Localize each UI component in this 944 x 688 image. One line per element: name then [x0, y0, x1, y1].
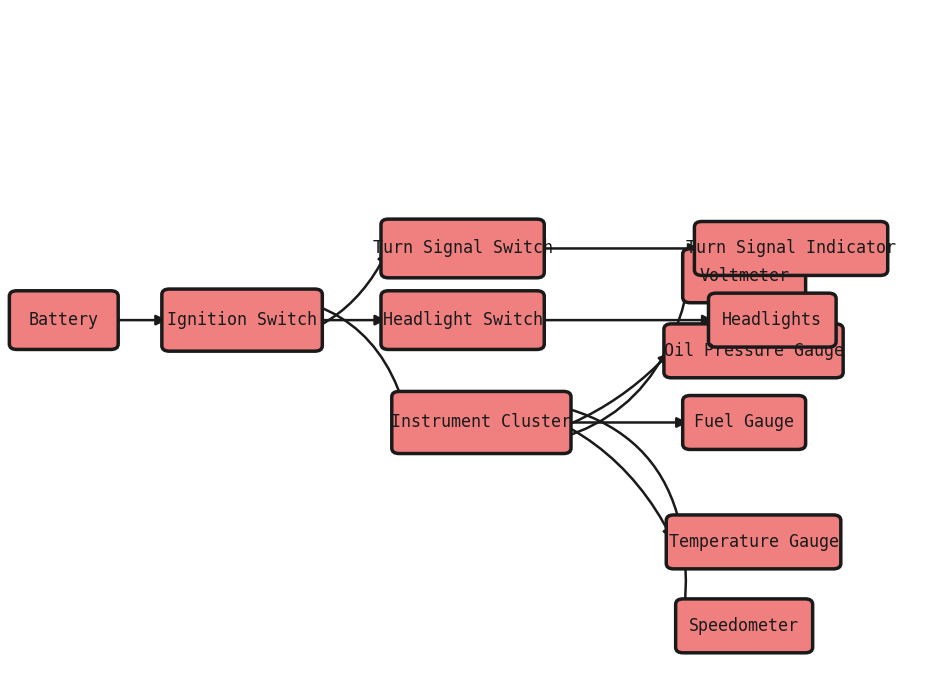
- Text: Instrument Cluster: Instrument Cluster: [392, 413, 571, 431]
- Text: Battery: Battery: [28, 311, 99, 329]
- FancyBboxPatch shape: [683, 249, 805, 303]
- FancyBboxPatch shape: [161, 289, 322, 351]
- FancyBboxPatch shape: [664, 324, 843, 378]
- FancyBboxPatch shape: [666, 515, 841, 569]
- Text: Headlight Switch: Headlight Switch: [382, 311, 543, 329]
- Text: Turn Signal Switch: Turn Signal Switch: [373, 239, 552, 257]
- FancyBboxPatch shape: [709, 293, 836, 347]
- Text: Fuel Gauge: Fuel Gauge: [694, 413, 794, 431]
- Text: Headlights: Headlights: [722, 311, 822, 329]
- FancyBboxPatch shape: [695, 222, 887, 275]
- FancyBboxPatch shape: [683, 396, 805, 449]
- Text: Turn Signal Indicator: Turn Signal Indicator: [686, 239, 896, 257]
- Text: Ignition Switch: Ignition Switch: [167, 311, 317, 329]
- FancyBboxPatch shape: [676, 599, 813, 653]
- Text: Speedometer: Speedometer: [689, 617, 800, 635]
- Text: Oil Pressure Gauge: Oil Pressure Gauge: [664, 342, 844, 360]
- FancyBboxPatch shape: [392, 391, 571, 453]
- FancyBboxPatch shape: [381, 219, 545, 278]
- Text: Temperature Gauge: Temperature Gauge: [668, 533, 838, 551]
- FancyBboxPatch shape: [381, 291, 545, 350]
- FancyBboxPatch shape: [9, 291, 118, 350]
- Text: Voltmeter: Voltmeter: [700, 267, 789, 285]
